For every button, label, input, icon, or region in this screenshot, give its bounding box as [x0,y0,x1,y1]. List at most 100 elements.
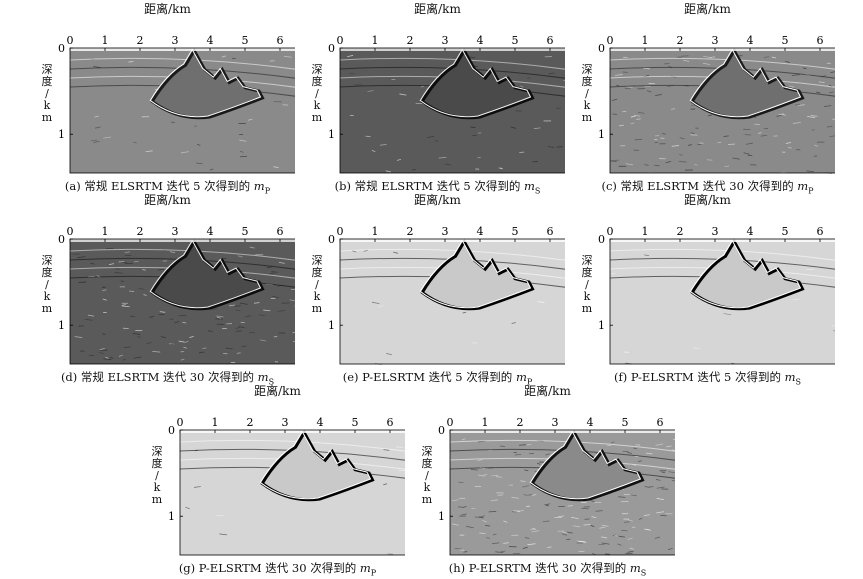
y-axis-title-char: / [425,469,429,482]
y-tick-label: 1 [328,128,335,141]
y-axis-title-char: 深 [581,254,593,267]
panel-caption: (c) 常规 ELSRTM 迭代 30 次得到的 mP [601,179,814,196]
y-tick-label: 1 [168,510,175,523]
x-tick-label: 3 [172,225,179,238]
y-axis-title-char: / [155,469,159,482]
x-tick-label: 4 [477,34,484,47]
panel-caption: (h) P-ELSRTM 迭代 30 次得到的 mS [448,561,647,578]
x-tick-label: 3 [282,416,289,429]
x-tick-label: 4 [747,34,754,47]
x-tick-label: 1 [212,416,219,429]
x-tick-label: 0 [67,34,74,47]
x-tick-label: 6 [817,34,824,47]
y-axis-title: 深度 / k m [310,64,324,124]
x-tick-label: 4 [207,34,214,47]
axis-svg: 0 1 2 3 4 5 6 0 1 [58,225,295,365]
y-axis-title-char: k [583,99,591,112]
y-axis-title-char: 度 [151,457,163,470]
y-axis-title-char: 度 [311,75,323,88]
x-tick-label: 2 [677,34,684,47]
x-tick-label: 1 [642,225,649,238]
x-tick-label: 2 [517,416,524,429]
x-tick-label: 1 [372,225,379,238]
x-tick-label: 4 [587,416,594,429]
y-axis-title-char: k [423,481,431,494]
seismic-image [609,47,835,174]
y-axis-title-char: k [313,99,321,112]
axis-svg: 0 1 2 3 4 5 6 0 1 [328,225,565,365]
panel-a: 距离/km 0 1 2 3 4 5 6 0 1 深度 / k m (a) 常规 ELSRTM 迭代 5… [40,2,295,196]
y-tick-label: 0 [328,42,335,55]
x-tick-label: 5 [512,34,519,47]
x-tick-label: 5 [242,34,249,47]
x-tick-label: 2 [677,225,684,238]
x-tick-label: 0 [337,34,344,47]
y-axis-title-char: m [41,111,53,124]
y-axis-title-char: k [43,290,51,303]
y-tick-label: 0 [328,233,335,246]
y-tick-label: 1 [328,319,335,332]
panel-caption: (b) 常规 ELSRTM 迭代 5 次得到的 mS [334,179,541,196]
panel-caption: (f) P-ELSRTM 迭代 5 次得到的 mS [613,370,802,387]
seismic-image [179,429,405,555]
y-tick-label: 0 [438,424,445,437]
x-tick-label: 2 [407,225,414,238]
y-axis-title: 深度 / k m [40,255,54,315]
panel-e: 距离/km 0 1 2 3 4 5 6 0 1 深度 / k m (e) P-ELSRTM 迭代 5 … [310,193,565,386]
x-tick-label: 2 [137,34,144,47]
x-tick-label: 1 [642,34,649,47]
y-axis-title-char: 度 [421,457,433,470]
x-tick-label: 0 [67,225,74,238]
x-axis-title: 距离/km [684,2,731,16]
x-tick-label: 3 [442,225,449,238]
x-tick-label: 6 [817,225,824,238]
x-tick-label: 0 [337,225,344,238]
panel-h: 距离/km 0 1 2 3 4 5 6 0 1 深度 / k m (h) P-ELSRTM 迭代 30… [420,384,675,578]
y-axis-title-char: / [45,87,49,100]
y-axis-title-char: k [313,290,321,303]
axis-svg: 0 1 2 3 4 5 6 0 1 [168,416,405,556]
axis-svg: 0 1 2 3 4 5 6 0 1 [438,416,675,556]
panel-b: 距离/km 0 1 2 3 4 5 6 0 1 深度 / k m (b) 常规 ELSRTM 迭代 5… [310,2,565,196]
x-tick-label: 4 [477,225,484,238]
y-tick-label: 0 [598,233,605,246]
axis-svg: 0 1 2 3 4 5 6 0 1 [598,225,835,365]
y-tick-label: 0 [598,42,605,55]
axis-svg: 0 1 2 3 4 5 6 0 1 [58,34,295,174]
y-axis-title-char: 深 [311,63,323,76]
x-tick-label: 5 [782,225,789,238]
y-axis-title-char: 度 [41,266,53,279]
x-tick-label: 5 [782,34,789,47]
x-tick-label: 5 [622,416,629,429]
y-axis-title-char: 度 [581,75,593,88]
x-tick-label: 6 [547,34,554,47]
y-axis-title-char: m [311,302,323,315]
y-axis-title-char: 度 [311,266,323,279]
y-axis-title-char: 深 [41,254,53,267]
x-tick-label: 6 [547,225,554,238]
panel-caption: (a) 常规 ELSRTM 迭代 5 次得到的 mP [64,179,271,196]
x-tick-label: 5 [242,225,249,238]
seismic-image [69,238,295,364]
y-axis-title-char: / [45,278,49,291]
x-tick-label: 4 [207,225,214,238]
seismic-image [339,238,565,365]
y-tick-label: 1 [58,128,65,141]
x-axis-title: 距离/km [144,2,191,16]
x-tick-label: 6 [387,416,394,429]
x-tick-label: 1 [372,34,379,47]
x-axis-title: 距离/km [684,193,731,207]
x-tick-label: 3 [172,34,179,47]
seismic-image [339,47,565,173]
y-axis-title-char: 深 [151,445,163,458]
y-axis-title: 深度 / k m [40,64,54,124]
y-axis-title: 深度 / k m [420,446,434,506]
x-tick-label: 3 [712,225,719,238]
x-tick-label: 4 [317,416,324,429]
x-axis-title: 距离/km [524,384,571,398]
y-tick-label: 1 [438,510,445,523]
x-tick-label: 1 [102,34,109,47]
x-tick-label: 2 [247,416,254,429]
axis-svg: 0 1 2 3 4 5 6 0 1 [598,34,835,174]
y-axis-title-char: / [585,87,589,100]
